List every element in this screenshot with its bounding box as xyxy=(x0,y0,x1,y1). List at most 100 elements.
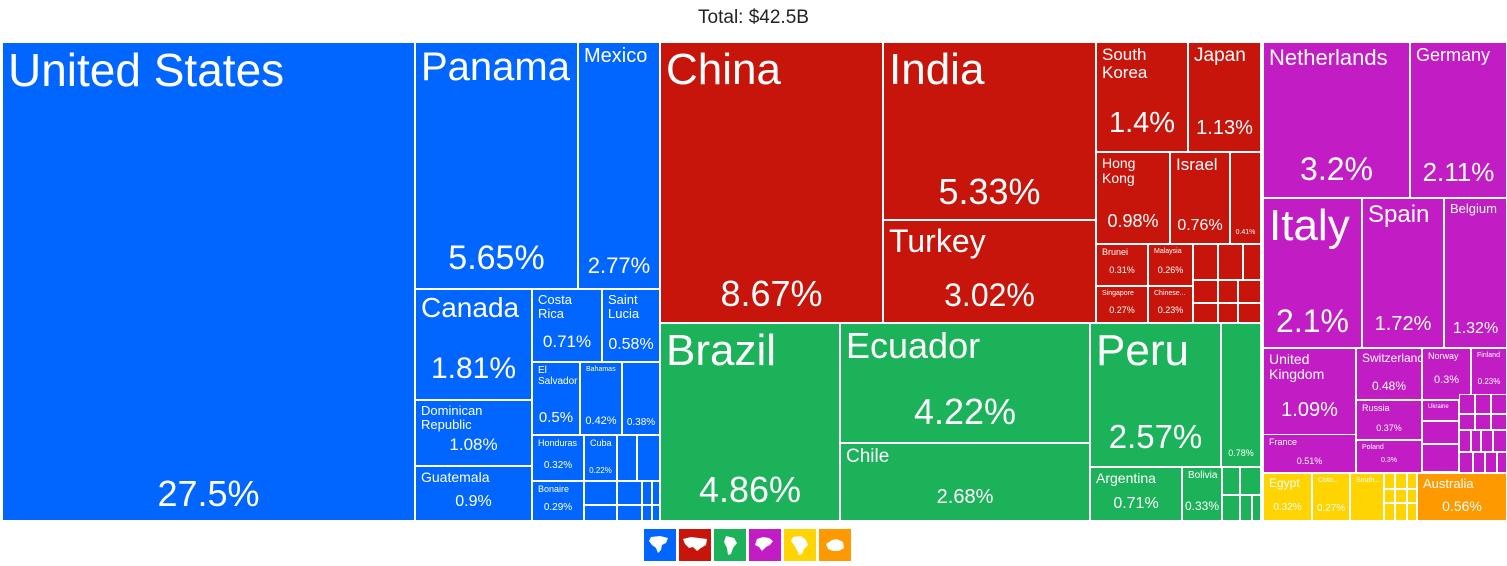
tile-small-europe-27[interactable] xyxy=(1459,414,1475,430)
tile-small-south-america-20[interactable] xyxy=(1240,467,1261,495)
tile-egypt[interactable]: Egypt 0.32% xyxy=(1263,473,1312,521)
tile-small-asia-17[interactable] xyxy=(1218,303,1238,323)
tile-ecuador[interactable]: Ecuador 4.22% xyxy=(840,323,1090,443)
tile-small-south-america-21[interactable] xyxy=(1222,495,1240,521)
tile-small-africa-41[interactable] xyxy=(1395,473,1407,489)
tile-small-north-america-3[interactable] xyxy=(617,481,642,505)
tile-netherlands[interactable]: Netherlands 3.2% xyxy=(1263,42,1410,198)
tile-costa-rica[interactable]: Costa Rica 0.71% xyxy=(532,289,602,362)
tile-bonaire[interactable]: Bonaire 0.29% xyxy=(532,481,584,521)
tile-small-asia-10[interactable] xyxy=(1193,244,1218,280)
tile-israel[interactable]: Israel 0.76% xyxy=(1170,152,1230,244)
tile-small-africa-45[interactable] xyxy=(1407,489,1417,503)
tile-brazil[interactable]: Brazil 4.86% xyxy=(660,323,840,521)
tile-guatemala[interactable]: Guatemala 0.9% xyxy=(415,466,532,521)
tile-france[interactable]: France 0.51% xyxy=(1263,434,1356,473)
tile-small-europe-38[interactable] xyxy=(1485,452,1497,473)
tile-poland[interactable]: Poland 0.3% xyxy=(1356,440,1422,473)
tile-coto[interactable]: Coto... 0.27% xyxy=(1312,473,1350,521)
tile-small-europe-26[interactable] xyxy=(1491,394,1507,414)
legend-south-america[interactable] xyxy=(714,529,746,561)
tile-small-north-america-6[interactable] xyxy=(584,505,617,521)
tile-finland[interactable]: Finland 0.23% xyxy=(1471,348,1507,400)
tile-unlabeled-30[interactable]: 0.78% xyxy=(1221,323,1261,467)
tile-chinese[interactable]: Chinese... 0.23% xyxy=(1148,286,1193,323)
tile-small-africa-47[interactable] xyxy=(1395,503,1407,521)
tile-small-north-america-7[interactable] xyxy=(617,505,642,521)
tile-panama[interactable]: Panama 5.65% xyxy=(415,42,578,289)
tile-switzerland[interactable]: Switzerland 0.48% xyxy=(1356,348,1422,400)
tile-spain[interactable]: Spain 1.72% xyxy=(1362,198,1444,348)
tile-canada[interactable]: Canada 1.81% xyxy=(415,289,532,400)
tile-small-south-america-19[interactable] xyxy=(1222,467,1240,495)
tile-bahamas[interactable]: Bahamas 0.42% xyxy=(580,362,622,435)
tile-small-north-america-0[interactable] xyxy=(617,435,637,481)
tile-dominican-republic[interactable]: Dominican Republic 1.08% xyxy=(415,400,532,466)
tile-small-asia-12[interactable] xyxy=(1243,244,1261,280)
tile-unlabeled-9[interactable]: 0.38% xyxy=(622,362,660,435)
tile-small-europe-39[interactable] xyxy=(1497,452,1507,473)
tile-china[interactable]: China 8.67% xyxy=(660,42,883,323)
legend-asia[interactable] xyxy=(679,529,711,561)
tile-small-asia-15[interactable] xyxy=(1238,280,1261,303)
tile-small-asia-16[interactable] xyxy=(1193,303,1218,323)
tile-small-asia-18[interactable] xyxy=(1238,303,1261,323)
tile-small-africa-40[interactable] xyxy=(1384,473,1395,489)
tile-small-africa-46[interactable] xyxy=(1384,503,1395,521)
tile-small-south-america-22[interactable] xyxy=(1240,495,1252,521)
tile-mexico[interactable]: Mexico 2.77% xyxy=(578,42,660,289)
tile-small-north-america-8[interactable] xyxy=(642,505,652,521)
legend-oceania[interactable] xyxy=(819,529,851,561)
tile-ukraine[interactable]: Ukraine xyxy=(1422,400,1459,421)
tile-small-africa-44[interactable] xyxy=(1395,489,1407,503)
tile-belgium[interactable]: Belgium 1.32% xyxy=(1444,198,1507,348)
legend-north-america[interactable] xyxy=(644,529,676,561)
tile-small-africa-42[interactable] xyxy=(1407,473,1417,489)
tile-unlabeled-21[interactable]: 0.41% xyxy=(1230,152,1261,244)
tile-small-south-america-23[interactable] xyxy=(1252,495,1261,521)
tile-small-europe-34[interactable] xyxy=(1481,430,1493,452)
tile-small-europe-28[interactable] xyxy=(1475,414,1491,430)
tile-australia[interactable]: Australia 0.56% xyxy=(1417,473,1507,521)
tile-small-north-america-2[interactable] xyxy=(584,481,617,505)
tile-small-europe-37[interactable] xyxy=(1473,452,1485,473)
tile-small-europe-29[interactable] xyxy=(1491,414,1507,430)
tile-bolivia[interactable]: Bolivia 0.33% xyxy=(1182,467,1222,521)
tile-small-europe-24[interactable] xyxy=(1459,394,1475,414)
tile-small-north-america-1[interactable] xyxy=(637,435,660,481)
tile-small-africa-43[interactable] xyxy=(1384,489,1395,503)
tile-hong-kong[interactable]: Hong Kong 0.98% xyxy=(1096,152,1170,244)
tile-small-north-america-9[interactable] xyxy=(652,505,660,521)
tile-small-europe-36[interactable] xyxy=(1459,452,1473,473)
tile-peru[interactable]: Peru 2.57% xyxy=(1090,323,1221,467)
legend-africa[interactable] xyxy=(784,529,816,561)
tile-small-north-america-4[interactable] xyxy=(642,481,652,505)
tile-small-europe-32[interactable] xyxy=(1459,430,1471,452)
tile-cuba[interactable]: Cuba 0.22% xyxy=(584,435,617,481)
tile-small-asia-14[interactable] xyxy=(1218,280,1238,303)
tile-india[interactable]: India 5.33% xyxy=(883,42,1096,220)
tile-south[interactable]: South... xyxy=(1350,473,1384,521)
tile-japan[interactable]: Japan 1.13% xyxy=(1188,42,1261,152)
tile-singapore[interactable]: Singapore 0.27% xyxy=(1096,286,1148,323)
tile-malaysia[interactable]: Malaysia 0.26% xyxy=(1148,244,1193,286)
tile-small-europe-33[interactable] xyxy=(1471,430,1481,452)
tile-small-europe-25[interactable] xyxy=(1475,394,1491,414)
tile-south-korea[interactable]: South Korea 1.4% xyxy=(1096,42,1188,152)
tile-small-africa-48[interactable] xyxy=(1407,503,1417,521)
tile-united-states[interactable]: United States 27.5% xyxy=(2,42,415,521)
tile-brunei[interactable]: Brunei 0.31% xyxy=(1096,244,1148,286)
tile-small-asia-13[interactable] xyxy=(1193,280,1218,303)
tile-chile[interactable]: Chile 2.68% xyxy=(840,443,1090,521)
tile-small-north-america-5[interactable] xyxy=(652,481,660,505)
tile-saint-lucia[interactable]: Saint Lucia 0.58% xyxy=(602,289,660,362)
tile-germany[interactable]: Germany 2.11% xyxy=(1410,42,1507,198)
tile-russia[interactable]: Russia 0.37% xyxy=(1356,400,1422,440)
tile-argentina[interactable]: Argentina 0.71% xyxy=(1090,467,1182,521)
legend-europe[interactable] xyxy=(749,529,781,561)
tile-small-europe-31[interactable] xyxy=(1422,444,1459,472)
tile-norway[interactable]: Norway 0.3% xyxy=(1422,348,1471,400)
tile-small-europe-30[interactable] xyxy=(1422,421,1459,444)
tile-italy[interactable]: Italy 2.1% xyxy=(1263,198,1362,348)
tile-small-asia-11[interactable] xyxy=(1218,244,1243,280)
